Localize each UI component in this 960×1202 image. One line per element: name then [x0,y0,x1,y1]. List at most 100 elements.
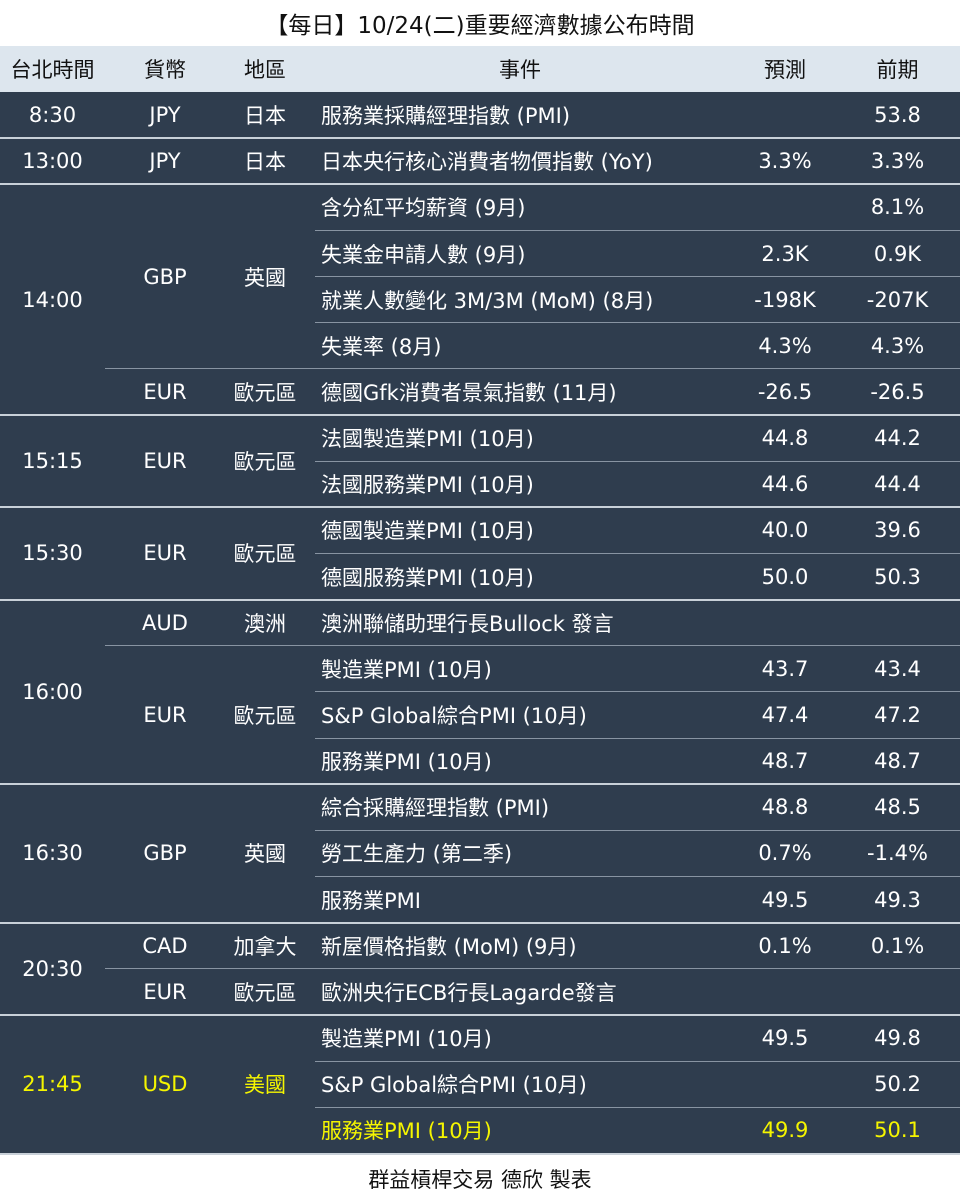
currency-cell: GBP [143,841,187,866]
previous-cell: 53.8 [874,103,921,128]
previous-cell: 50.2 [874,1072,921,1097]
time-cell: 15:15 [22,449,83,474]
currency-cell: EUR [143,979,187,1004]
row-divider [0,921,960,924]
event-cell: 德國Gfk消費者景氣指數 (11月) [321,380,617,405]
event-cell: 勞工生產力 (第二季) [321,842,513,867]
footer-credit: 群益槓桿交易 德欣 製表 [0,1153,960,1202]
time-cell: 16:00 [22,679,83,704]
forecast-cell [735,969,835,1015]
event-cell: 歐洲央行ECB行長Lagarde發言 [321,980,617,1005]
previous-cell: 43.4 [874,656,921,681]
previous-cell: -207K [866,287,929,312]
forecast-cell: 0.7% [758,841,812,866]
forecast-cell [735,92,835,138]
row-divider [105,645,960,647]
region-cell: 歐元區 [233,542,297,567]
row-divider [315,691,960,693]
currency-cell: USD [142,1072,188,1097]
row-divider [0,506,960,509]
currency-cell: JPY [149,149,181,174]
previous-cell: 47.2 [874,703,921,727]
forecast-cell: 2.3K [761,241,809,266]
event-cell: 綜合採購經理指數 (PMI) [321,796,550,821]
row-divider [315,876,960,878]
event-cell: 法國服務業PMI (10月) [321,473,534,498]
event-cell: 新屋價格指數 (MoM) (9月) [321,934,577,959]
time-cell: 13:00 [22,149,83,174]
row-divider [315,1106,960,1108]
previous-cell: 3.3% [870,149,925,174]
event-cell: 德國服務業PMI (10月) [321,565,534,590]
row-divider [0,1014,960,1016]
event-cell: 法國製造業PMI (10月) [321,427,534,452]
time-cell: 15:30 [22,541,83,566]
event-cell: 失業金申請人數 (9月) [321,242,526,267]
time-cell: 21:45 [22,1072,83,1097]
event-cell: 服務業PMI (10月) [321,1119,492,1144]
previous-cell: 0.1% [870,933,925,958]
row-divider [0,183,960,186]
previous-cell: 49.8 [874,1026,921,1051]
row-divider [315,829,960,831]
table-header: 台北時間 貨幣 地區 事件 預測 前期 [0,46,960,92]
forecast-cell: -26.5 [757,379,813,404]
event-cell: 失業率 (8月) [321,334,442,359]
region-cell: 歐元區 [233,450,297,475]
previous-cell [835,969,960,1015]
forecast-cell: 48.7 [761,749,809,774]
time-cell: 16:30 [22,841,83,866]
previous-cell: 50.3 [874,564,921,589]
forecast-cell: 49.5 [761,1026,809,1051]
previous-cell: 48.7 [874,749,921,774]
time-cell: 20:30 [22,956,83,981]
previous-cell: 0.9K [873,241,922,266]
event-cell: S&P Global綜合PMI (10月) [321,704,587,728]
currency-cell: EUR [143,449,187,474]
previous-cell [835,600,960,646]
row-divider [315,553,960,554]
time-cell: 8:30 [28,103,77,128]
row-divider [105,968,960,970]
region-cell: 美國 [244,1073,286,1098]
forecast-cell [735,1061,835,1107]
currency-cell: EUR [143,541,187,566]
event-cell: 德國製造業PMI (10月) [321,519,534,544]
page-title: 【每日】10/24(二)重要經濟數據公布時間 [0,0,960,47]
currency-cell: CAD [142,933,188,958]
region-cell: 歐元區 [233,380,297,405]
row-divider [105,368,960,370]
row-divider [315,229,960,231]
region-cell: 英國 [244,842,286,867]
region-cell: 英國 [244,265,286,290]
forecast-cell: 3.3% [758,149,812,174]
forecast-cell: 40.0 [761,518,809,543]
previous-cell: 39.6 [874,518,921,543]
previous-cell: 44.4 [874,472,921,497]
header-forecast: 預測 [764,58,806,82]
currency-cell: EUR [143,379,187,404]
row-divider [0,137,960,140]
event-cell: 製造業PMI (10月) [321,1027,492,1052]
event-cell: 服務業PMI [321,888,421,913]
event-cell: 含分紅平均薪資 (9月) [321,196,526,221]
forecast-cell: 47.4 [761,703,809,727]
header-currency: 貨幣 [144,58,186,82]
previous-cell: 49.3 [874,887,921,912]
row-divider [315,276,960,278]
currency-cell: AUD [142,610,188,635]
data-table: 8:30 JPY 日本 服務業採購經理指數 (PMI) 53.8 13:00 JPY 日本 日本… [0,92,960,1153]
event-cell: 服務業PMI (10月) [321,750,492,775]
header-previous: 前期 [876,58,919,82]
forecast-cell: 0.1% [758,933,812,958]
row-divider [0,783,960,786]
region-cell: 加拿大 [233,934,297,959]
forecast-cell: 49.5 [761,887,809,912]
event-cell: 製造業PMI (10月) [321,657,492,682]
time-cell: 14:00 [22,287,83,312]
event-cell: S&P Global綜合PMI (10月) [321,1073,587,1098]
region-cell: 澳洲 [244,611,286,636]
forecast-cell: 44.8 [761,426,809,451]
forecast-cell [735,184,835,230]
region-cell: 歐元區 [233,704,297,729]
